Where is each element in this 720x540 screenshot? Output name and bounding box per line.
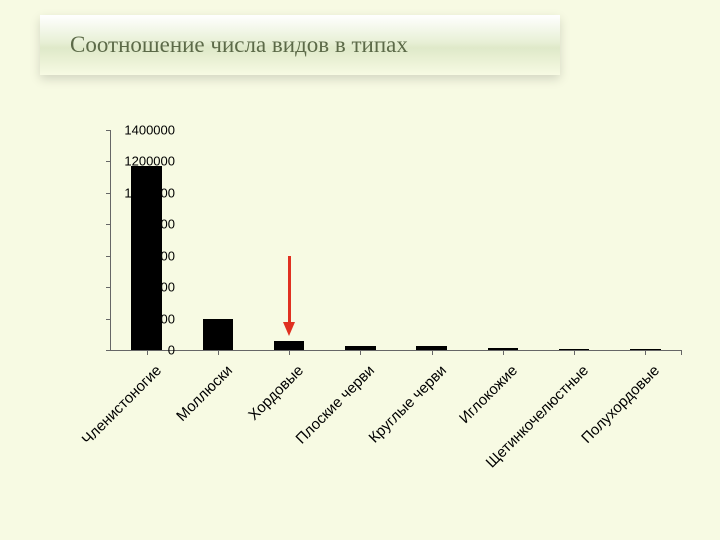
y-axis-label: 0 <box>168 343 175 358</box>
bar-chart: 0200000400000600000800000100000012000001… <box>40 130 680 500</box>
y-tick-mark <box>106 350 111 351</box>
y-axis-label: 1400000 <box>124 123 175 138</box>
x-tick-mark <box>147 350 148 355</box>
arrow-head-icon <box>283 322 295 336</box>
x-tick-mark <box>218 350 219 355</box>
x-axis-label: Щетинкочелюстные <box>453 362 592 501</box>
y-tick-mark <box>106 287 111 288</box>
x-axis-label: Иглокожие <box>382 362 521 501</box>
x-tick-mark <box>681 350 682 355</box>
plot-area: 0200000400000600000800000100000012000001… <box>110 130 681 351</box>
bar <box>203 319 234 350</box>
x-axis-label: Полухордовые <box>524 362 663 501</box>
x-axis-label: Плоские черви <box>239 362 378 501</box>
x-tick-mark <box>503 350 504 355</box>
x-tick-mark <box>645 350 646 355</box>
x-tick-mark <box>360 350 361 355</box>
arrow-line <box>288 256 291 322</box>
y-tick-mark <box>106 130 111 131</box>
x-tick-mark <box>432 350 433 355</box>
page-title: Соотношение числа видов в типах <box>70 32 408 58</box>
y-tick-mark <box>106 256 111 257</box>
title-bar: Соотношение числа видов в типах <box>40 15 560 75</box>
x-axis-label: Хордовые <box>168 362 307 501</box>
y-tick-mark <box>106 161 111 162</box>
x-tick-mark <box>289 350 290 355</box>
x-axis-label: Членистоногие <box>25 362 164 501</box>
bar <box>274 341 305 350</box>
x-axis-label: Круглые черви <box>310 362 449 501</box>
x-axis-label: Моллюски <box>97 362 236 501</box>
x-tick-mark <box>574 350 575 355</box>
bar <box>131 166 162 350</box>
y-tick-mark <box>106 319 111 320</box>
y-tick-mark <box>106 193 111 194</box>
y-tick-mark <box>106 224 111 225</box>
